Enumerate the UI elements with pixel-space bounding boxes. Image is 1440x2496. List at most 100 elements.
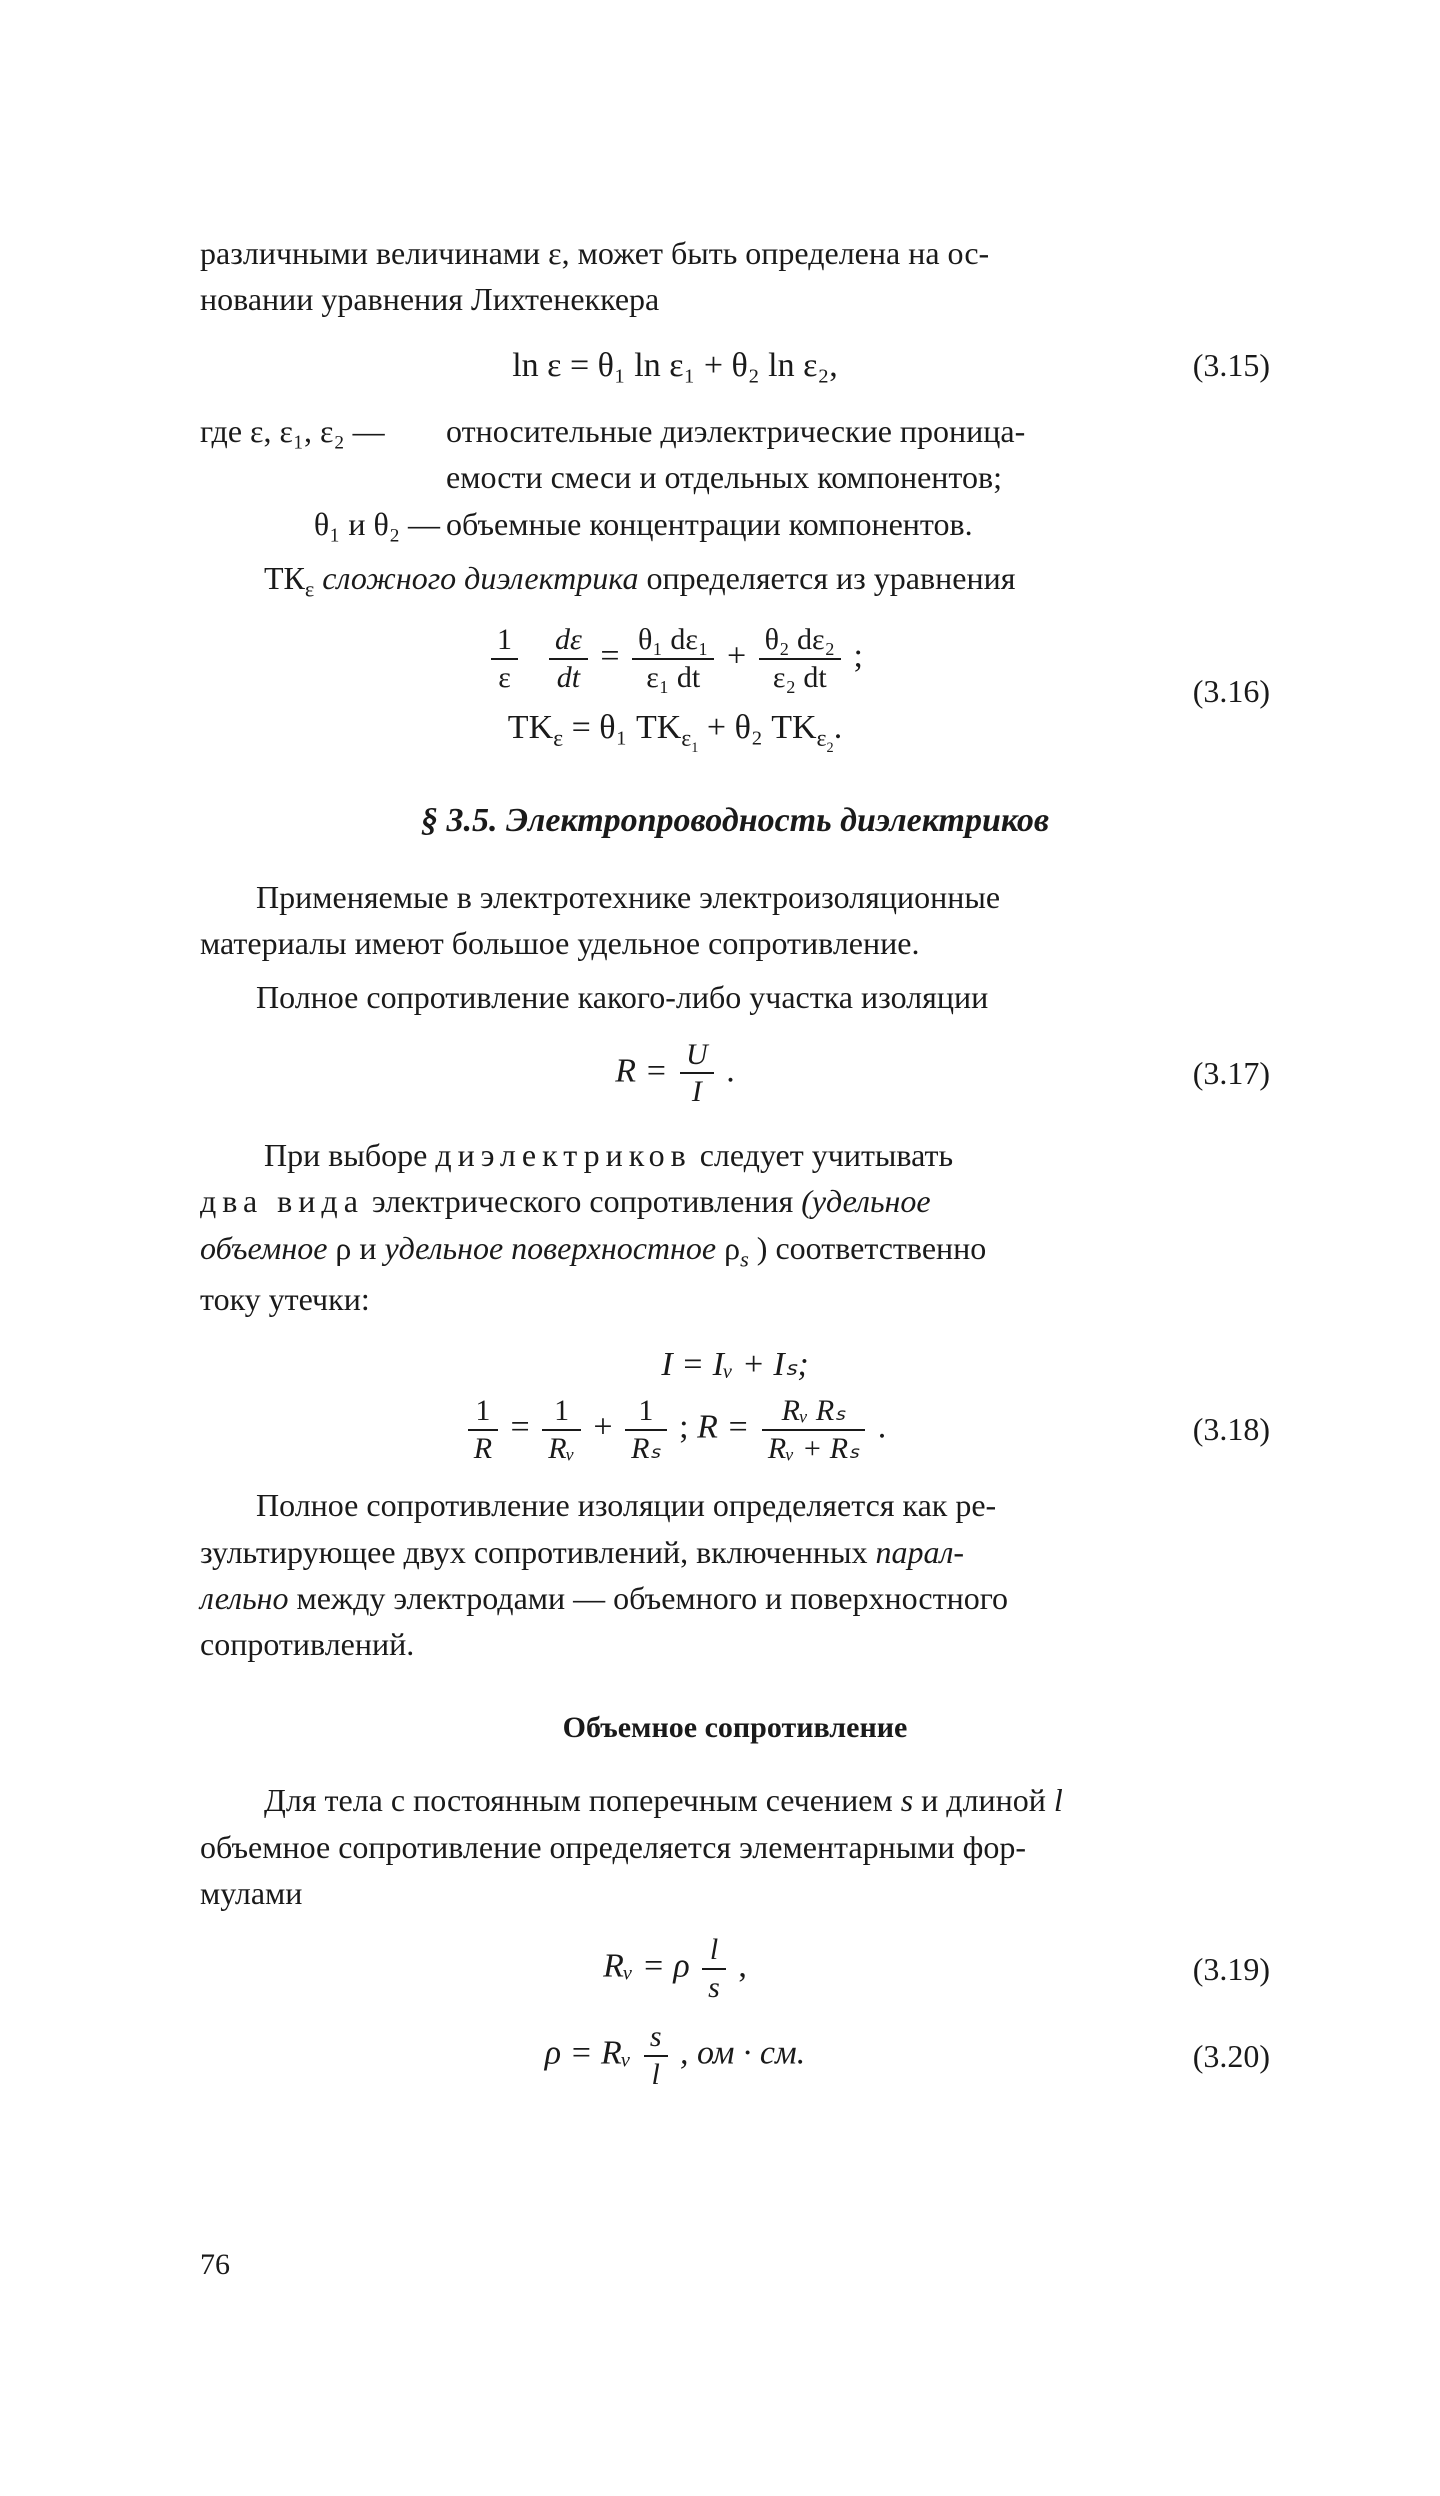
text: + (727, 637, 755, 674)
text-italic: лельно (200, 1580, 289, 1616)
para-intro: различными величинами ε, может быть опре… (200, 230, 1270, 323)
frac-num: θ₂ dε₂ (759, 624, 841, 660)
text-spaced: два вида (200, 1183, 364, 1219)
frac-den: Rₛ (625, 1431, 667, 1465)
text: . (726, 1052, 735, 1089)
equation-3-18: I = Iᵥ + Iₛ; 1R = 1Rᵥ + 1Rₛ ; R = Rᵥ RₛR… (200, 1340, 1270, 1464)
def-text: емости смеси и отдельных компонентов; (446, 454, 1270, 500)
frac-den: ε₂ dt (759, 660, 841, 694)
text-italic: объемное (200, 1230, 327, 1266)
frac-num: l (702, 1934, 726, 1970)
frac-num: θ₁ dε₁ (632, 624, 714, 660)
text: новании уравнения Лихтенеккера (200, 281, 659, 317)
text: между электродами — объемного и поверхно… (289, 1580, 1008, 1616)
para-tk: ТКε сложного диэлектрика определяется из… (200, 555, 1270, 606)
text: различными величинами ε, может быть опре… (200, 235, 989, 271)
text-italic: сложного диэлектрика (322, 560, 638, 596)
equation-body: 1ε dεdt = θ₁ dε₁ε₁ dt + θ₂ dε₂ε₂ dt ; TK… (200, 624, 1150, 758)
frac-num: U (680, 1039, 714, 1075)
equation-body: ln ε = θ₁ ln ε₁ + θ₂ ln ε₂, (200, 341, 1150, 390)
equation-body: R = UI . (200, 1039, 1150, 1108)
equation-body: Rᵥ = ρ ls , (200, 1934, 1150, 2003)
frac-den: ε₁ dt (632, 660, 714, 694)
frac-den: I (680, 1074, 714, 1108)
text: R = (697, 1408, 758, 1445)
frac-num: 1 (625, 1395, 667, 1431)
text: определяется из уравнения (646, 560, 1015, 596)
text: , ом · см. (680, 2035, 805, 2072)
text-italic: парал- (875, 1534, 964, 1570)
definitions: где ε, ε₁, ε₂ — относительные диэлектрич… (200, 408, 1270, 547)
text: При выборе (264, 1137, 435, 1173)
text: току утечки: (200, 1281, 370, 1317)
equation-3-15: ln ε = θ₁ ln ε₁ + θ₂ ln ε₂, (3.15) (200, 341, 1270, 390)
para: Полное сопротивление изоляции определяет… (200, 1482, 1270, 1668)
text: , (738, 1948, 747, 1985)
text: объемное сопротивление определяется элем… (200, 1829, 1026, 1865)
text: Полное сопротивление изоляции определяет… (256, 1487, 996, 1523)
text: относительные диэлектрические проница- (446, 413, 1025, 449)
subscript: s (740, 1246, 749, 1271)
equation-line: I = Iᵥ + Iₛ; (200, 1340, 1270, 1389)
frac-num: s (644, 2021, 668, 2057)
text: ТК (264, 560, 305, 596)
frac-den: Rᵥ (542, 1431, 581, 1465)
equation-number: (3.15) (1150, 342, 1270, 388)
frac-den: R (468, 1431, 498, 1465)
text: и длиной (921, 1782, 1054, 1818)
subscript: ε (305, 577, 314, 602)
text-italic: s (901, 1782, 913, 1818)
section-title: § 3.5. Электропроводность диэлектриков (200, 796, 1270, 845)
text: ; (679, 1408, 697, 1445)
frac-num: 1 (542, 1395, 581, 1431)
text-italic: (удельное (801, 1183, 930, 1219)
frac-num: dε (549, 624, 588, 660)
equation-body: ρ = Rᵥ sl , ом · см. (200, 2021, 1150, 2090)
text: ρ и (335, 1230, 384, 1266)
equation-number: (3.16) (1150, 668, 1270, 714)
text: материалы имеют большое удельное сопроти… (200, 925, 919, 961)
equation-number: (3.18) (1150, 1406, 1270, 1452)
equation-3-20: ρ = Rᵥ sl , ом · см. (3.20) (200, 2021, 1270, 2090)
def-label: θ₁ и θ₂ — (200, 501, 446, 547)
text: сопротивлений. (200, 1626, 414, 1662)
text: . (878, 1408, 887, 1445)
text: электрического сопротивления (372, 1183, 801, 1219)
equation-3-16: 1ε dεdt = θ₁ dε₁ε₁ dt + θ₂ dε₂ε₂ dt ; TK… (200, 624, 1270, 758)
text: следует учитывать (700, 1137, 953, 1173)
def-text: относительные диэлектрические проница- (446, 408, 1270, 454)
page: различными величинами ε, может быть опре… (0, 0, 1440, 2496)
para: Применяемые в электротехнике электроизол… (200, 874, 1270, 967)
text: + (593, 1408, 621, 1445)
equation-number: (3.17) (1150, 1050, 1270, 1096)
def-label: где ε, ε₁, ε₂ — (200, 408, 446, 454)
frac-num: 1 (491, 624, 518, 660)
text: ) соответственно (757, 1230, 986, 1266)
frac-den: dt (549, 660, 588, 694)
text: = (600, 637, 628, 674)
frac-den: ε (491, 660, 518, 694)
text: Rᵥ = ρ (603, 1948, 698, 1985)
text-spaced: диэлектриков (435, 1137, 691, 1173)
text: TKε = θ₁ TKε1 + θ₂ TKε2. (508, 709, 842, 746)
subheading: Объемное сопротивление (200, 1706, 1270, 1750)
equation-number: (3.19) (1150, 1946, 1270, 1992)
frac-den: s (702, 1970, 726, 2004)
equation-3-19: Rᵥ = ρ ls , (3.19) (200, 1934, 1270, 2003)
def-label (200, 454, 446, 500)
frac-den: Rᵥ + Rₛ (762, 1431, 865, 1465)
def-text: объемные концентрации компонентов. (446, 501, 1270, 547)
text: ρ = Rᵥ (545, 2035, 640, 2072)
text-italic: l (1054, 1782, 1063, 1818)
page-number: 76 (200, 2243, 230, 2287)
text: Для тела с постоянным поперечным сечение… (264, 1782, 901, 1818)
frac-den: l (644, 2057, 668, 2091)
text: мулами (200, 1875, 302, 1911)
equation-3-17: R = UI . (3.17) (200, 1039, 1270, 1108)
text: R = (615, 1052, 676, 1089)
text: Полное сопротивление какого-либо участка… (256, 979, 988, 1015)
text: = (511, 1408, 539, 1445)
equation-number: (3.20) (1150, 2033, 1270, 2079)
text: ρ (724, 1230, 740, 1266)
text-italic: удельное поверхностное (384, 1230, 716, 1266)
